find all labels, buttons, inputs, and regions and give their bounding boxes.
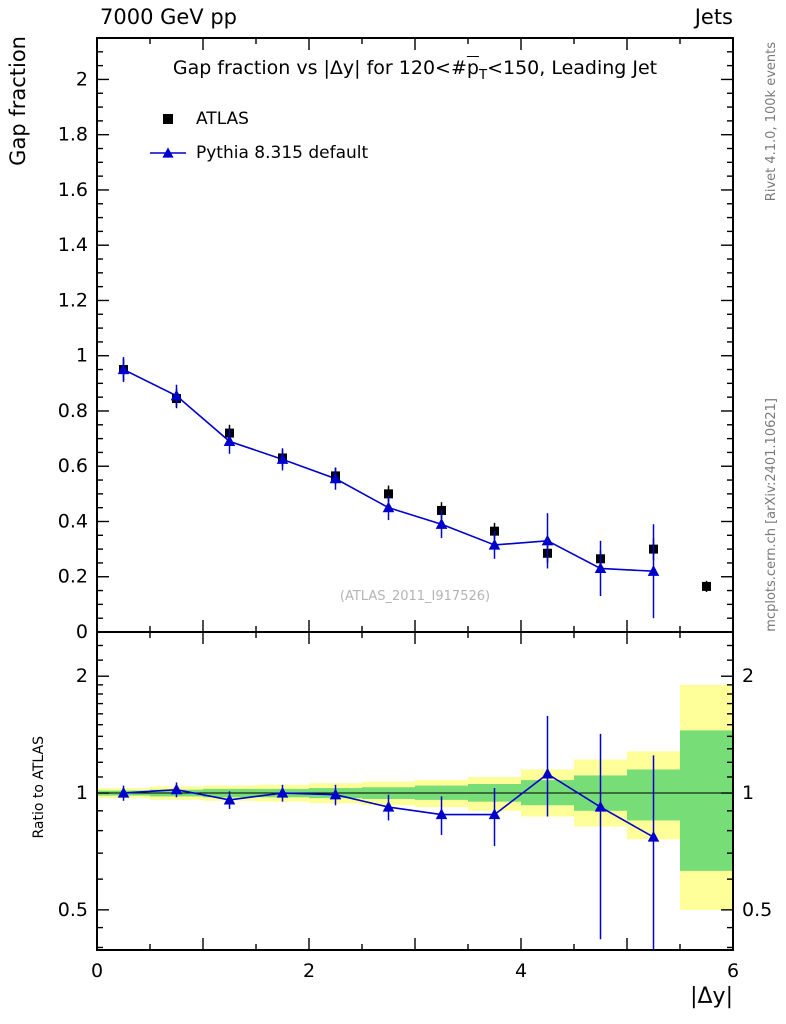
pythia-point <box>170 389 183 401</box>
ratio-point <box>276 786 289 798</box>
tick-label: 2 <box>303 960 315 982</box>
y-axis-label-ratio: Ratio to ATLAS <box>31 736 47 839</box>
plot-title-prefix: Gap fraction vs |Δy| for 120<# <box>172 57 467 79</box>
ratio-point <box>382 800 395 812</box>
main-series <box>117 357 711 619</box>
tick-label: 1.4 <box>58 234 88 256</box>
pt-bar-symbol: p <box>466 57 479 79</box>
band-inner-rect <box>680 730 733 871</box>
pythia-point <box>276 453 289 464</box>
legend: ATLAS Pythia 8.315 default <box>148 102 368 170</box>
plot-title-suffix: <150, Leading Jet <box>487 57 658 79</box>
tick-label: 2 <box>76 68 88 90</box>
legend-item-pythia: Pythia 8.315 default <box>148 136 368 170</box>
tick-labels: 0 0.2 0.4 0.6 0.8 1 1.2 1.4 1.6 1.8 2 0.5 0.5 1 1 2 2 0 2 4… <box>58 68 772 982</box>
tick-label: 2 <box>76 665 88 687</box>
ratio-point <box>435 808 448 820</box>
ratio-point <box>488 808 501 820</box>
atlas-point <box>384 489 393 499</box>
tick-label: 1 <box>76 345 88 367</box>
pt-subscript: T <box>478 67 488 83</box>
tick-label: 0.5 <box>742 899 772 921</box>
tick-label: 1 <box>742 782 754 804</box>
beam-energy-label: 7000 GeV pp <box>100 5 238 29</box>
tick-label: 1.6 <box>58 179 88 201</box>
ratio-point <box>647 830 660 842</box>
tick-label: 0.4 <box>58 510 88 532</box>
legend-label-atlas: ATLAS <box>196 109 249 129</box>
tick-label: 1.8 <box>58 124 88 146</box>
ratio-uncertainty-bands <box>97 684 733 910</box>
pythia-point <box>329 472 342 484</box>
pythia-point <box>435 518 448 529</box>
ratio-point <box>541 767 554 779</box>
tick-label: 0 <box>91 960 103 982</box>
pythia-point <box>541 534 554 546</box>
rivet-version-note: Rivet 4.1.0, 100k events <box>764 42 779 202</box>
tick-label: 1.2 <box>58 289 88 311</box>
tick-label: 0.8 <box>58 400 88 422</box>
y-axis-label-main: Gap fraction <box>6 36 30 166</box>
tick-label: 4 <box>515 960 527 982</box>
pythia-point <box>223 435 236 446</box>
pythia-point <box>647 565 660 576</box>
ratio-point <box>223 793 236 805</box>
ratio-series <box>117 715 660 950</box>
pythia-triangle-line-marker-icon <box>148 145 188 161</box>
process-label: Jets <box>694 5 733 29</box>
ratio-point <box>329 788 342 800</box>
plot-title: Gap fraction vs |Δy| for 120<#pT<150, Le… <box>97 57 733 83</box>
tick-label: 0.5 <box>58 899 88 921</box>
pythia-point <box>488 538 501 550</box>
analysis-id-watermark: (ATLAS_2011_I917526) <box>339 589 491 604</box>
pythia-point <box>594 562 607 574</box>
pythia-point <box>117 363 130 375</box>
tick-label: 1 <box>76 782 88 804</box>
atlas-point <box>702 581 711 591</box>
pythia-point <box>382 501 395 513</box>
legend-label-pythia: Pythia 8.315 default <box>196 143 369 163</box>
tick-label: 6 <box>727 960 739 982</box>
x-axis-label: |Δy| <box>690 984 733 1009</box>
mcplots-citation-note: mcplots.cern.ch [arXiv:2401.10621] <box>764 398 779 632</box>
axis-ticks <box>96 38 734 950</box>
atlas-square-marker-icon <box>148 111 188 127</box>
ratio-point <box>170 783 183 795</box>
legend-item-atlas: ATLAS <box>148 102 368 136</box>
pythia-line <box>123 368 654 573</box>
ratio-point <box>117 786 130 798</box>
tick-label: 0.2 <box>58 566 88 588</box>
tick-label: 0.6 <box>58 455 88 477</box>
tick-label: 0 <box>76 621 88 643</box>
ratio-point <box>594 800 607 812</box>
tick-label: 2 <box>742 665 754 687</box>
